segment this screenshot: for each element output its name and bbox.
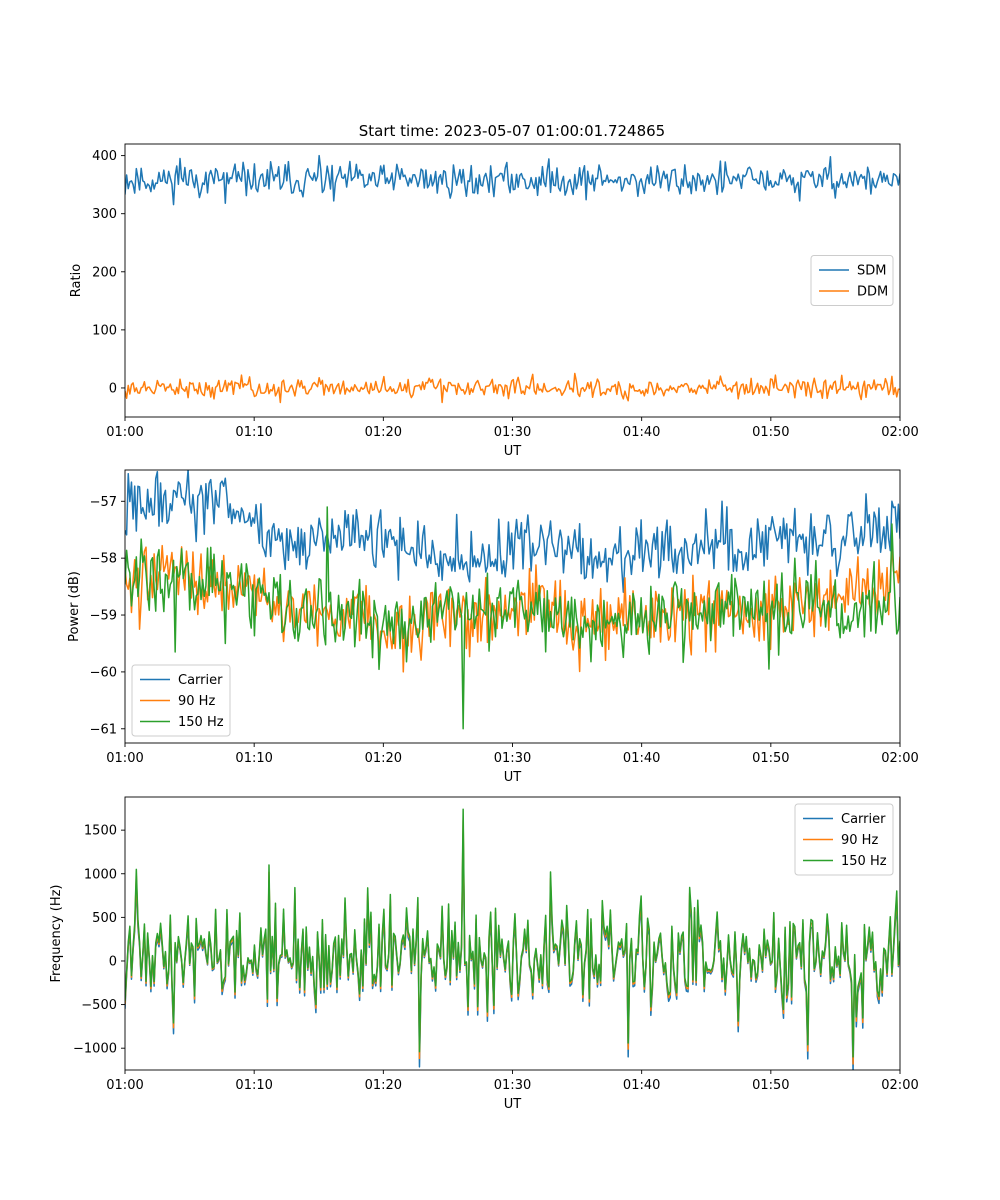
series-line-sdm bbox=[125, 154, 900, 206]
series-line-150-hz bbox=[125, 506, 900, 730]
legend: SDM DDM bbox=[810, 255, 894, 306]
x-axis-label: UT bbox=[504, 1097, 522, 1112]
y-axis-label: Power (dB) bbox=[67, 571, 82, 642]
y-tick-label: −57 bbox=[90, 495, 117, 510]
legend: Carrier 90 Hz 150 Hz bbox=[131, 664, 231, 737]
y-tick-label: 100 bbox=[92, 323, 117, 338]
y-tick-label: −500 bbox=[81, 998, 117, 1013]
legend-label: 90 Hz bbox=[841, 833, 878, 848]
chart-panel-3: 01:00 01:10 01:20 01:30 01:40 01:50 02:00 −1000… bbox=[49, 796, 919, 1112]
x-axis-label: UT bbox=[504, 444, 522, 459]
y-tick-label: −58 bbox=[90, 552, 117, 567]
x-tick-label: 01:10 bbox=[235, 425, 272, 440]
y-tick-label: −61 bbox=[90, 722, 117, 737]
x-tick-label: 01:40 bbox=[623, 1078, 660, 1093]
x-tick-label: 01:30 bbox=[494, 751, 531, 766]
x-tick-label: 01:50 bbox=[752, 751, 789, 766]
panels: 01:00 01:10 01:20 01:30 01:40 01:50 02:00 0 100 2… bbox=[49, 143, 919, 1112]
x-tick-label: 02:00 bbox=[881, 1078, 918, 1093]
chart-panel-1: 01:00 01:10 01:20 01:30 01:40 01:50 02:00 0 100 2… bbox=[69, 143, 919, 459]
series-line-150-hz bbox=[125, 808, 900, 1058]
x-tick-label: 01:20 bbox=[365, 1078, 402, 1093]
legend: Carrier 90 Hz 150 Hz bbox=[794, 803, 894, 876]
axes-frame bbox=[124, 796, 901, 1071]
y-tick-label: −60 bbox=[90, 665, 117, 680]
y-tick-label: 200 bbox=[92, 265, 117, 280]
y-tick-label: 500 bbox=[92, 911, 117, 926]
chart-panel-2: 01:00 01:10 01:20 01:30 01:40 01:50 02:00 −61 −6… bbox=[67, 469, 919, 785]
x-tick-label: 01:10 bbox=[235, 1078, 272, 1093]
legend-label: 150 Hz bbox=[178, 715, 224, 730]
legend-label: 90 Hz bbox=[178, 694, 215, 709]
y-tick-label: 0 bbox=[109, 954, 117, 969]
x-tick-label: 01:30 bbox=[494, 1078, 531, 1093]
legend-box bbox=[810, 255, 894, 306]
y-axis-label: Ratio bbox=[69, 264, 84, 297]
legend-label: DDM bbox=[857, 285, 888, 300]
legend-label: Carrier bbox=[178, 673, 223, 688]
x-tick-label: 01:20 bbox=[365, 751, 402, 766]
legend-label: SDM bbox=[857, 264, 886, 279]
x-tick-label: 01:50 bbox=[752, 425, 789, 440]
x-tick-label: 01:40 bbox=[623, 425, 660, 440]
x-tick-label: 01:10 bbox=[235, 751, 272, 766]
x-tick-label: 01:00 bbox=[106, 751, 143, 766]
x-tick-label: 02:00 bbox=[881, 751, 918, 766]
legend-box bbox=[794, 803, 894, 876]
legend-label: Carrier bbox=[841, 812, 886, 827]
legend-box bbox=[131, 664, 231, 737]
y-tick-label: 400 bbox=[92, 149, 117, 164]
y-tick-label: 0 bbox=[109, 381, 117, 396]
x-tick-label: 01:00 bbox=[106, 425, 143, 440]
legend-label: 150 Hz bbox=[841, 854, 887, 869]
y-axis-label: Frequency (Hz) bbox=[49, 884, 64, 982]
x-tick-label: 01:40 bbox=[623, 751, 660, 766]
y-tick-label: −1000 bbox=[73, 1042, 117, 1057]
y-tick-label: −59 bbox=[90, 609, 117, 624]
x-tick-label: 02:00 bbox=[881, 425, 918, 440]
series-line-ddm bbox=[125, 372, 900, 404]
series-line-carrier bbox=[125, 470, 900, 593]
x-tick-label: 01:50 bbox=[752, 1078, 789, 1093]
x-tick-label: 01:00 bbox=[106, 1078, 143, 1093]
x-axis-label: UT bbox=[504, 770, 522, 785]
series-line-90-hz bbox=[125, 544, 900, 673]
y-tick-label: 1500 bbox=[84, 824, 117, 839]
x-tick-label: 01:20 bbox=[365, 425, 402, 440]
figure-title: Start time: 2023-05-07 01:00:01.724865 bbox=[359, 122, 665, 140]
y-tick-label: 300 bbox=[92, 207, 117, 222]
x-tick-label: 01:30 bbox=[494, 425, 531, 440]
y-tick-label: 1000 bbox=[84, 867, 117, 882]
